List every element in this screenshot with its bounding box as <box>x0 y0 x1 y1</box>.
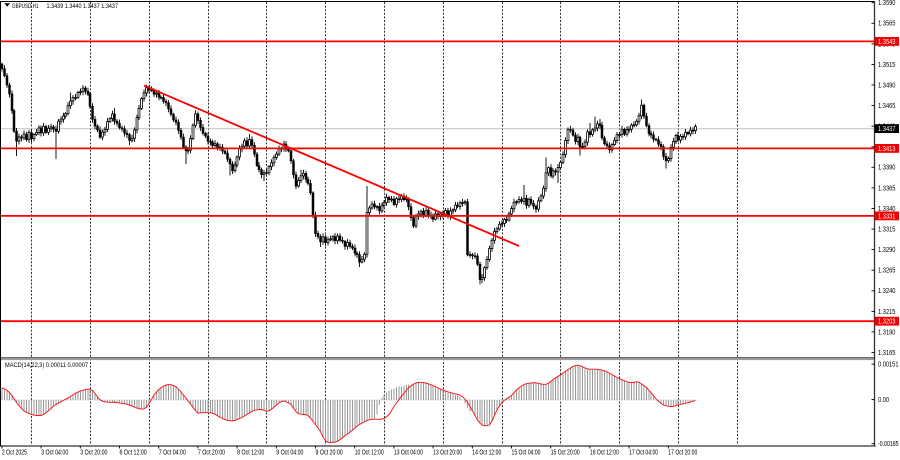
svg-text:GBPUSD,H1: GBPUSD,H1 <box>12 3 39 10</box>
svg-text:17 Oct 04:00: 17 Oct 04:00 <box>629 450 658 457</box>
svg-text:1.3515: 1.3515 <box>878 62 896 69</box>
svg-text:1.3190: 1.3190 <box>878 329 896 336</box>
svg-text:16 Oct 12:00: 16 Oct 12:00 <box>590 450 619 457</box>
svg-text:1.3465: 1.3465 <box>878 103 896 110</box>
svg-text:7 Oct 20:00: 7 Oct 20:00 <box>198 450 225 457</box>
svg-text:1.3365: 1.3365 <box>878 185 896 192</box>
svg-text:1.3315: 1.3315 <box>878 227 896 234</box>
svg-text:9 Oct 04:00: 9 Oct 04:00 <box>276 450 303 457</box>
svg-text:15 Oct 20:00: 15 Oct 20:00 <box>551 450 580 457</box>
svg-text:1.3240: 1.3240 <box>878 288 896 295</box>
svg-text:13 Oct 20:00: 13 Oct 20:00 <box>433 450 462 457</box>
svg-text:1.3543: 1.3543 <box>878 39 896 46</box>
svg-text:1.3413: 1.3413 <box>878 146 896 153</box>
svg-text:1.3390: 1.3390 <box>878 165 896 172</box>
svg-text:1.3340: 1.3340 <box>878 206 896 213</box>
svg-text:9 Oct 20:00: 9 Oct 20:00 <box>316 450 343 457</box>
svg-text:1.3439 1.3440 1.3437 1.3437: 1.3439 1.3440 1.3437 1.3437 <box>47 3 119 10</box>
svg-text:17 Oct 20:00: 17 Oct 20:00 <box>668 450 697 457</box>
svg-text:3 Oct 20:00: 3 Oct 20:00 <box>80 450 107 457</box>
svg-text:1.3565: 1.3565 <box>878 21 896 28</box>
svg-text:1.3437: 1.3437 <box>878 126 896 133</box>
svg-text:0.00: 0.00 <box>878 397 889 404</box>
svg-text:15 Oct 04:00: 15 Oct 04:00 <box>512 450 541 457</box>
svg-text:1.3215: 1.3215 <box>878 309 896 316</box>
svg-text:MACD(14,22,3) 0.00011 0.00007: MACD(14,22,3) 0.00011 0.00007 <box>5 362 88 369</box>
svg-text:-0.00185: -0.00185 <box>878 441 899 448</box>
svg-text:10 Oct 12:00: 10 Oct 12:00 <box>355 450 384 457</box>
svg-text:1.3265: 1.3265 <box>878 268 896 275</box>
svg-text:14 Oct 12:00: 14 Oct 12:00 <box>472 450 501 457</box>
svg-text:3 Oct 04:00: 3 Oct 04:00 <box>41 450 68 457</box>
svg-text:7 Oct 04:00: 7 Oct 04:00 <box>159 450 186 457</box>
svg-text:8 Oct 12:00: 8 Oct 12:00 <box>237 450 264 457</box>
svg-text:1.3290: 1.3290 <box>878 247 896 254</box>
svg-text:1.3203: 1.3203 <box>878 319 896 326</box>
svg-text:1.3331: 1.3331 <box>878 213 896 220</box>
svg-text:1.3490: 1.3490 <box>878 82 896 89</box>
svg-text:1.3165: 1.3165 <box>878 350 896 357</box>
svg-text:0.00151: 0.00151 <box>878 362 899 369</box>
svg-text:1.3590: 1.3590 <box>878 0 896 7</box>
svg-text:6 Oct 12:00: 6 Oct 12:00 <box>120 450 147 457</box>
svg-text:2 Oct 2025: 2 Oct 2025 <box>2 450 27 457</box>
svg-text:13 Oct 04:00: 13 Oct 04:00 <box>394 450 423 457</box>
